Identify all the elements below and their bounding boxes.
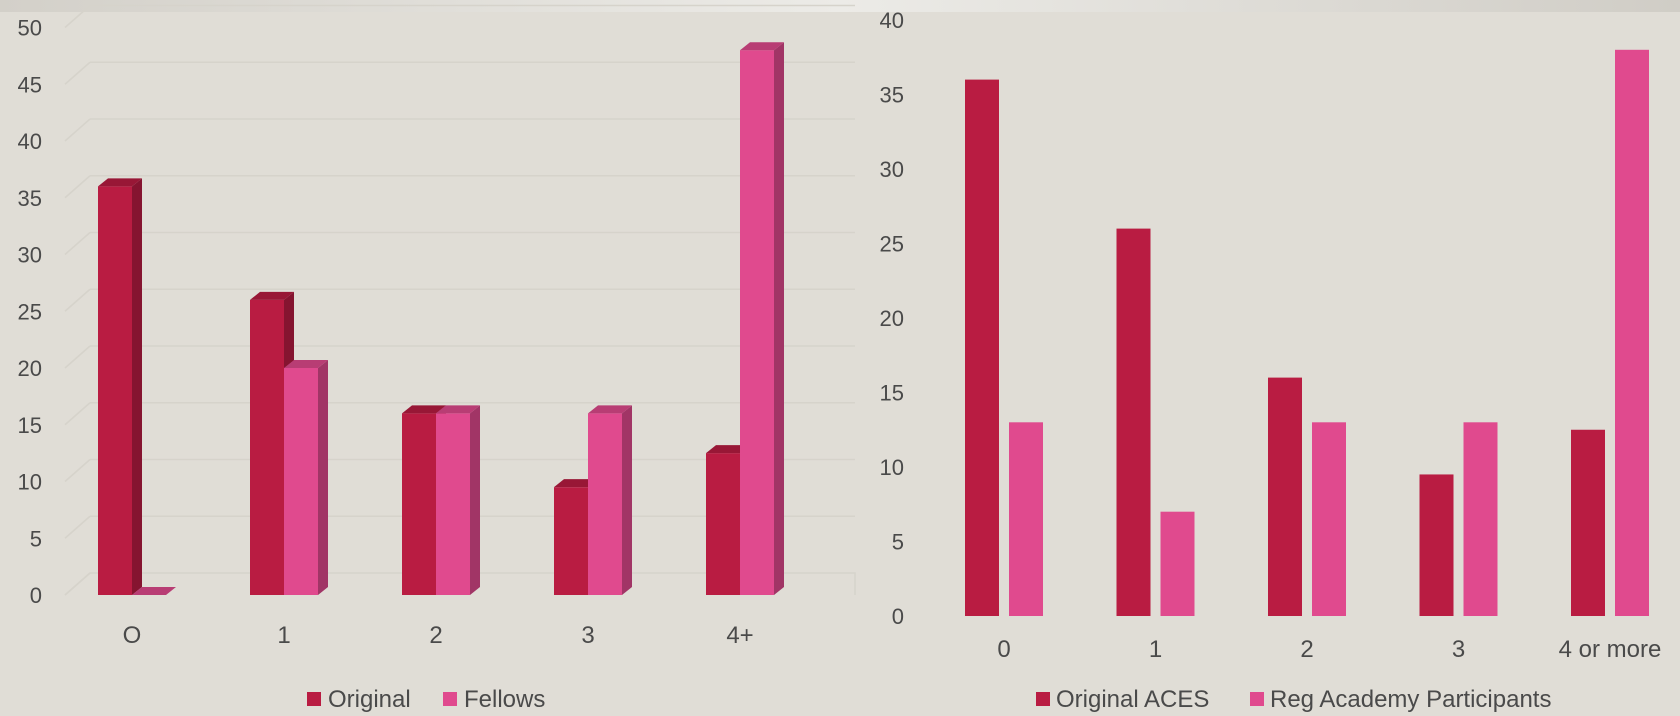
y-tick-label: 45 xyxy=(18,72,42,97)
bar-top xyxy=(740,42,784,51)
x-category-label: 2 xyxy=(1300,636,1313,663)
bar-side xyxy=(774,42,784,595)
y-tick-label: 25 xyxy=(880,232,904,257)
bar-front xyxy=(588,413,622,595)
y-tick-label: 40 xyxy=(18,129,42,154)
bar-top xyxy=(706,445,750,454)
legend-swatch xyxy=(1036,692,1050,706)
grid-side-line xyxy=(64,402,91,426)
y-tick-label: 10 xyxy=(880,455,904,480)
y-tick-label: 20 xyxy=(18,356,42,381)
bar xyxy=(1615,49,1649,617)
legend-label: Original xyxy=(328,686,411,713)
grid-side-line xyxy=(64,4,91,29)
legend-swatch xyxy=(307,692,321,706)
chart-left: 0 5 10 15 20 25 30 35 40 45 50 O 1 2 3 4+ Original Fellow… xyxy=(18,4,856,713)
bar-top xyxy=(436,405,480,414)
x-category-label: 2 xyxy=(429,622,442,649)
bar-top xyxy=(284,360,328,368)
chart-right: 0 5 10 15 20 25 30 35 40 0 1 2 3 4 or more Original AC… xyxy=(880,8,1662,713)
bar-front xyxy=(436,413,470,595)
grid-side-line xyxy=(64,288,91,312)
legend-swatch xyxy=(443,692,457,706)
x-category-label: 4+ xyxy=(726,622,753,649)
y-tick-label: 30 xyxy=(880,157,904,182)
x-category-label: 3 xyxy=(1452,636,1465,663)
x-category-label: 0 xyxy=(997,636,1010,663)
bar-front xyxy=(250,299,284,595)
grid-side-line xyxy=(64,515,91,539)
bar xyxy=(965,79,999,617)
y-tick-label: 15 xyxy=(880,381,904,406)
bar-side xyxy=(622,405,632,595)
bar xyxy=(1009,422,1043,616)
bar-top xyxy=(588,405,632,414)
grid-side-line xyxy=(64,118,91,142)
grid-side-line xyxy=(64,345,91,369)
bar-front xyxy=(554,487,588,595)
bar-top xyxy=(554,479,598,488)
y-tick-label: 15 xyxy=(18,413,42,438)
y-tick-label: 20 xyxy=(880,306,904,331)
bar xyxy=(1571,429,1605,616)
y-tick-label: 5 xyxy=(30,526,42,551)
y-tick-label: 5 xyxy=(892,530,904,555)
x-category-label: 4 or more xyxy=(1559,636,1662,663)
legend-label: Fellows xyxy=(464,686,545,713)
grid-side-line xyxy=(64,572,91,596)
bar-front xyxy=(706,453,740,595)
y-tick-label: 10 xyxy=(18,470,42,495)
y-tick-label: 0 xyxy=(892,604,904,629)
y-tick-label: 50 xyxy=(18,16,42,41)
bar-top xyxy=(402,405,446,414)
grid-side-line xyxy=(64,175,91,199)
bar xyxy=(1116,228,1151,616)
bar-top xyxy=(132,587,176,595)
bar xyxy=(1312,422,1346,616)
grid-side-line xyxy=(64,61,91,85)
y-tick-label: 25 xyxy=(18,299,42,324)
bar-top xyxy=(250,291,294,300)
bar xyxy=(1463,422,1498,616)
y-tick-label: 35 xyxy=(18,186,42,211)
y-tick-label: 40 xyxy=(880,8,904,33)
bar-side xyxy=(132,178,142,595)
legend-label: Original ACES xyxy=(1056,686,1209,713)
bar xyxy=(1419,474,1454,616)
x-category-label: 1 xyxy=(1149,636,1162,663)
y-tick-label: 30 xyxy=(18,243,42,268)
bar-front xyxy=(98,186,132,595)
bar xyxy=(1268,377,1302,616)
bar xyxy=(1160,511,1195,616)
grid-side-line xyxy=(64,458,91,483)
bar-front xyxy=(402,413,436,595)
x-category-label: 1 xyxy=(277,622,290,649)
bar-front xyxy=(740,50,774,595)
x-category-label: O xyxy=(123,622,142,649)
legend-swatch xyxy=(1250,692,1264,706)
grid-side-line xyxy=(64,231,91,256)
bar-top xyxy=(98,178,142,187)
bar-front xyxy=(284,368,318,595)
legend-label: Reg Academy Participants xyxy=(1270,686,1551,713)
y-tick-label: 35 xyxy=(880,83,904,108)
x-category-label: 3 xyxy=(581,622,594,649)
y-tick-label: 0 xyxy=(30,583,42,608)
bar-side xyxy=(470,405,480,595)
bar-side xyxy=(318,360,328,595)
